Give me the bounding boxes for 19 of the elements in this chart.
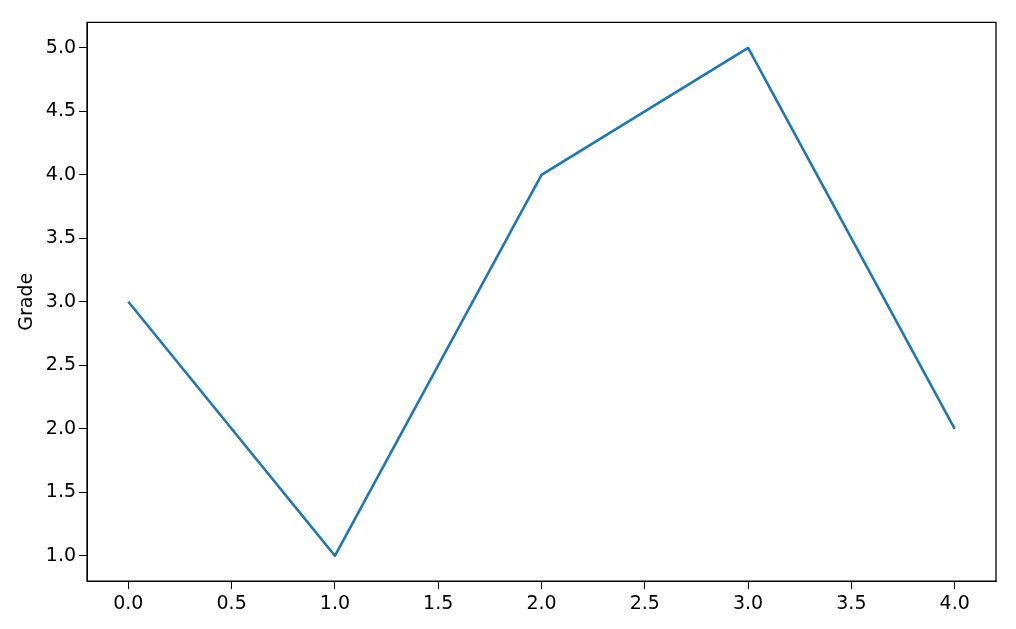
y-axis-title: Grade	[14, 272, 37, 331]
y-tick-label: 1.5	[45, 479, 77, 502]
x-tick-label: 1.0	[319, 590, 351, 613]
x-tick-label: 2.5	[629, 590, 660, 613]
y-tick-label: 4.0	[45, 161, 77, 184]
y-tick-label: 3.0	[45, 288, 77, 311]
y-tick-label: 3.5	[45, 225, 77, 248]
x-tick-label: 4.0	[939, 590, 970, 613]
y-tick-label: 5.0	[45, 34, 77, 57]
x-tick-label: 0.5	[216, 590, 247, 613]
x-tick-label: 3.0	[732, 590, 764, 613]
x-tick-label: 3.5	[836, 590, 867, 613]
x-tick-label: 0.0	[113, 590, 144, 613]
y-tick-label: 1.0	[45, 542, 77, 565]
y-tick-label: 2.0	[45, 415, 77, 438]
x-tick-label: 1.5	[423, 590, 454, 613]
y-tick-label: 4.5	[45, 98, 77, 121]
y-tick-label: 2.5	[45, 352, 77, 375]
x-tick-label: 2.0	[526, 590, 557, 613]
